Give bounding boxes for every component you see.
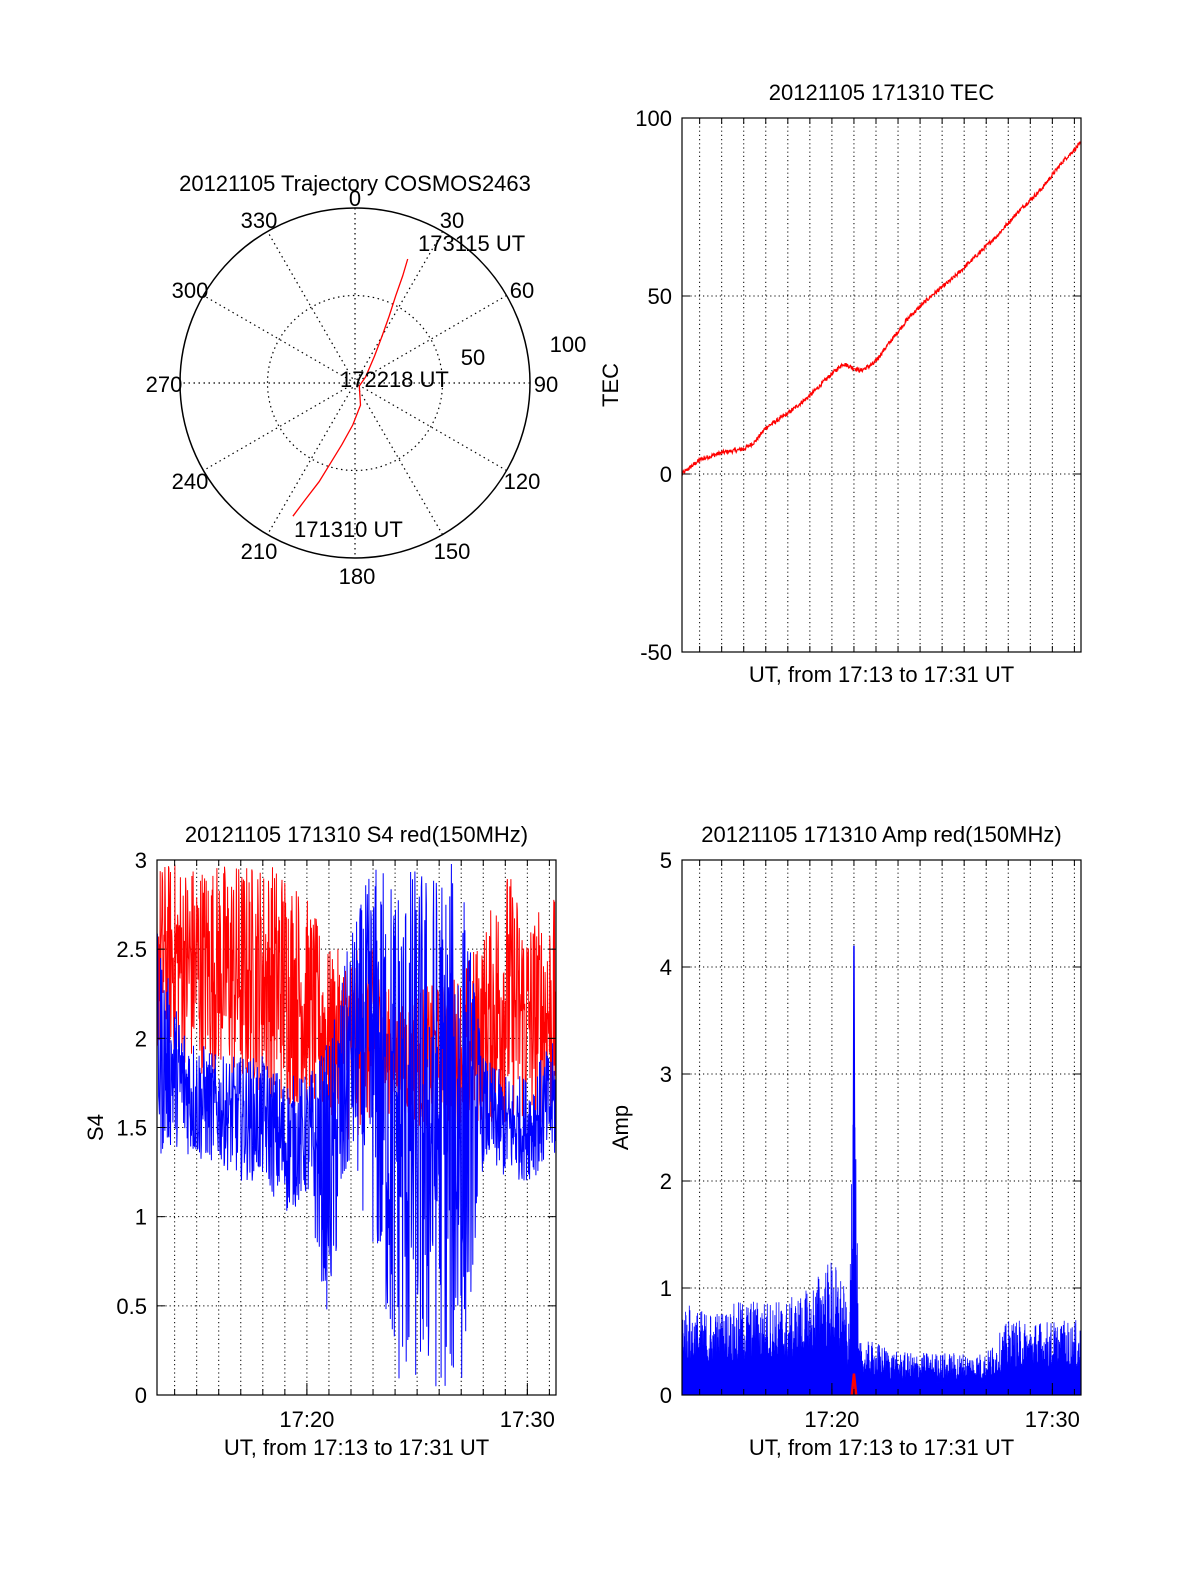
time-annotation: 173115 UT [418,231,525,256]
azimuth-label: 150 [434,539,471,564]
azimuth-label: 30 [440,208,464,233]
y-tick-label: 0 [660,1383,672,1408]
radial-label: 50 [461,345,485,370]
y-tick-label: 4 [660,955,672,980]
plot-frame [681,117,1082,653]
azimuth-label: 210 [241,539,278,564]
y-axis-label: TEC [598,363,623,407]
x-axis-label: UT, from 17:13 to 17:31 UT [749,662,1014,687]
amp-series-red [850,1373,858,1396]
amp-spike [852,945,856,1396]
y-tick-label: 0 [135,1383,147,1408]
x-tick-label: 17:30 [500,1407,555,1432]
x-axis-label: UT, from 17:13 to 17:31 UT [224,1435,489,1460]
x-tick-label: 17:20 [279,1407,334,1432]
y-tick-label: 2.5 [116,937,147,962]
azimuth-label: 240 [172,469,209,494]
chart-title: 20121105 171310 TEC [769,80,995,105]
azimuth-label: 270 [146,372,183,397]
y-tick-label: 5 [660,848,672,873]
azimuth-label: 120 [504,469,541,494]
x-axis-label: UT, from 17:13 to 17:31 UT [749,1435,1014,1460]
s4-series-blue [157,863,556,1387]
azimuth-label: 330 [241,208,278,233]
y-tick-label: 2 [660,1169,672,1194]
y-axis-label: S4 [83,1114,108,1141]
y-axis-label: Amp [608,1105,633,1150]
plot-frame [681,859,1082,1396]
y-tick-label: 1.5 [116,1116,147,1141]
time-annotation: 172218 UT [340,367,449,392]
y-tick-label: 3 [135,848,147,873]
trajectory-line [292,258,409,517]
y-tick-label: 0 [660,462,672,487]
chart-title: 20121105 171310 S4 red(150MHz) [185,822,528,847]
chart-title: 20121105 Trajectory COSMOS2463 [179,171,531,196]
y-tick-label: -50 [640,640,672,665]
azimuth-label: 0 [349,186,361,211]
tec-series-line [681,141,1082,477]
azimuth-label: 180 [339,564,376,589]
amp-panel: 0 1 2 3 4 5 17:20 17:30 20121105 171310 Amp red(… [608,822,1082,1460]
x-tick-label: 17:30 [1025,1407,1080,1432]
polar-spoke [266,231,444,535]
s4-panel: 0 0.5 1 1.5 2 2.5 3 17:20 17:30 20121105 171310 S… [83,822,557,1460]
y-tick-label: 0.5 [116,1294,147,1319]
tec-panel: -50 0 50 100 20121105 171310 TEC UT, from 17:… [598,80,1082,687]
x-tick-label: 17:20 [804,1407,859,1432]
azimuth-label: 90 [534,372,558,397]
y-tick-label: 1 [660,1276,672,1301]
time-annotation: 171310 UT [294,517,403,542]
radial-label: 100 [550,332,587,357]
trajectory-panel: 0 30 60 90 120 150 180 210 240 270 300 330 50 100 1731… [146,171,587,589]
y-tick-label: 100 [635,106,672,131]
azimuth-label: 60 [510,278,534,303]
y-tick-label: 50 [648,284,672,309]
y-tick-label: 2 [135,1026,147,1051]
y-tick-label: 1 [135,1205,147,1230]
chart-title: 20121105 171310 Amp red(150MHz) [701,822,1061,847]
amp-series-blue [681,1124,1082,1396]
polar-inner-circle [266,294,444,472]
azimuth-label: 300 [172,278,209,303]
y-tick-label: 3 [660,1062,672,1087]
